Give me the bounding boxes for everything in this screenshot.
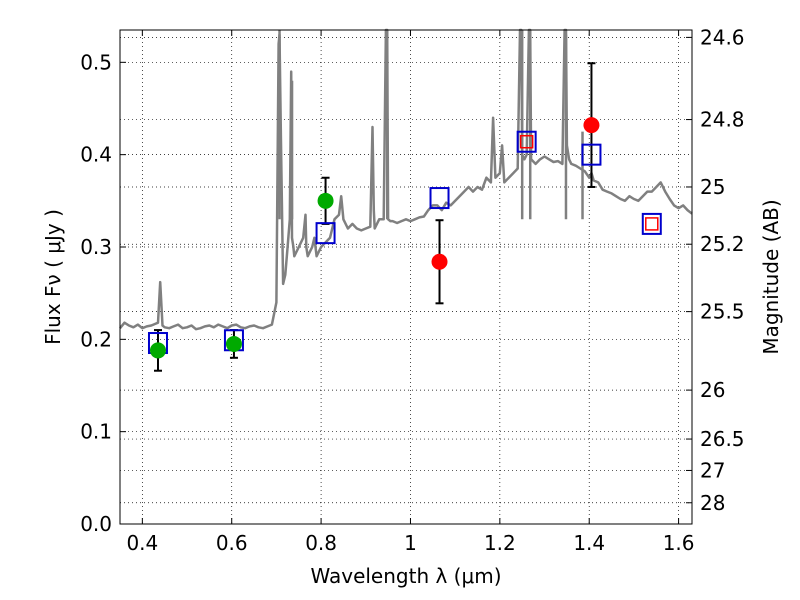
model-squares — [147, 130, 662, 355]
x-tick-label: 1.6 — [663, 531, 695, 555]
x-tick-label: 1 — [404, 531, 417, 555]
y2-tick-label: 28 — [700, 491, 725, 515]
y2-axis-ticks: 24.6 24.8 25 25.2 25.5 26 26.5 27 28 — [686, 25, 745, 515]
y-tick-label: 0.0 — [80, 512, 112, 536]
data-points — [149, 117, 600, 359]
y2-tick-label: 25.2 — [700, 232, 745, 256]
y2-tick-label: 27 — [700, 458, 725, 482]
x-tick-label: 0.4 — [126, 531, 158, 555]
model-square — [641, 212, 662, 235]
y2-axis-title: Magnitude (AB) — [759, 199, 783, 354]
x-axis-ticks: 0.4 0.6 0.8 1 1.2 1.4 1.6 — [126, 30, 695, 555]
model-square-inner — [519, 134, 534, 149]
grid-lines — [120, 30, 692, 525]
model-square — [429, 187, 450, 210]
y2-tick-label: 26 — [700, 378, 725, 402]
x-tick-label: 1.4 — [573, 531, 605, 555]
x-tick-label: 1.2 — [484, 531, 516, 555]
y-tick-label: 0.1 — [80, 420, 112, 444]
green-data-point — [225, 335, 242, 352]
red-data-point — [431, 253, 448, 270]
model-square — [581, 143, 602, 166]
red-data-point — [583, 117, 600, 134]
y2-tick-label: 24.6 — [700, 25, 745, 49]
x-tick-label: 0.6 — [216, 531, 248, 555]
model-square — [516, 130, 537, 153]
y2-tick-label: 25 — [700, 175, 725, 199]
model-square — [315, 222, 336, 245]
y-tick-label: 0.5 — [80, 50, 112, 74]
spectrum-series — [119, 28, 693, 331]
green-data-point — [149, 342, 166, 359]
y2-tick-label: 26.5 — [700, 427, 745, 451]
y2-tick-label: 24.8 — [700, 108, 745, 132]
spectrum-line — [119, 28, 693, 331]
green-data-point — [317, 192, 334, 209]
x-tick-label: 0.8 — [305, 531, 337, 555]
y-axis-title: Flux Fν ( μJy ) — [41, 209, 65, 345]
y-tick-label: 0.2 — [80, 327, 112, 351]
y-tick-label: 0.3 — [80, 235, 112, 259]
x-axis-title: Wavelength λ (μm) — [310, 564, 501, 588]
y-tick-label: 0.4 — [80, 143, 112, 167]
plot-frame — [119, 29, 693, 525]
y2-tick-label: 25.5 — [700, 300, 745, 324]
y-axis-ticks: 0.0 0.1 0.2 0.3 0.4 0.5 — [80, 50, 126, 536]
model-square-inner — [645, 217, 659, 231]
